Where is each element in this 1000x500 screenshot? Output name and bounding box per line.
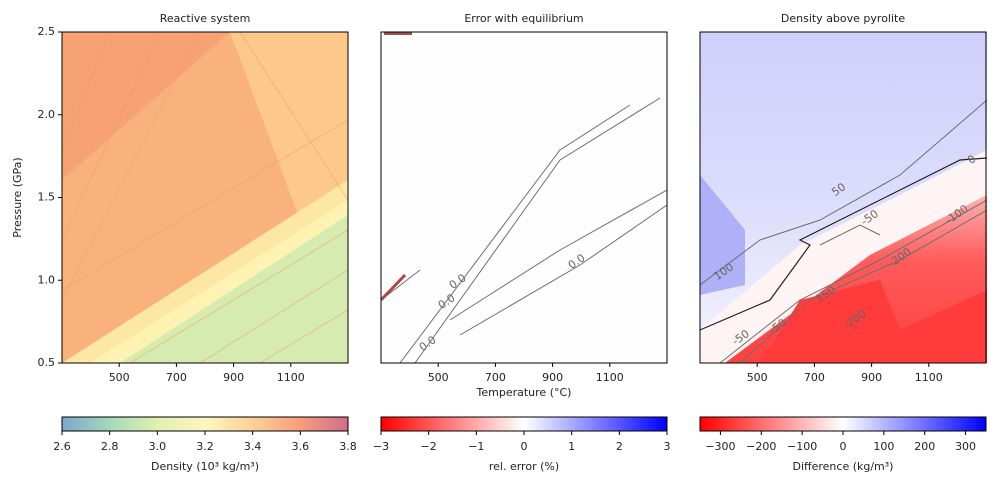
plot-frame <box>380 31 668 364</box>
colorbar-tick-label: 0 <box>840 440 847 453</box>
x-tick-label: 1100 <box>596 371 624 384</box>
panel-title: Density above pyrolite <box>781 12 905 25</box>
colorbar-tick-label: 100 <box>873 440 894 453</box>
colorbar-label: Density (10³ kg/m³) <box>151 460 259 473</box>
colorbar-tick-label: 0 <box>521 440 528 453</box>
colorbar <box>380 416 668 432</box>
colorbar-tick-label: 3 <box>664 440 671 453</box>
colorbar-label: rel. error (%) <box>489 460 559 473</box>
y-tick-label: 1.0 <box>38 273 56 286</box>
colorbar-tick-label: 1 <box>568 440 575 453</box>
x-tick-label: 500 <box>747 371 768 384</box>
panel-title: Error with equilibrium <box>464 12 583 25</box>
colorbar <box>699 416 987 432</box>
panel-title: Reactive system <box>160 12 251 25</box>
colorbar-tick-label: 300 <box>955 440 976 453</box>
colorbar-tick-label: 3.8 <box>339 440 357 453</box>
x-tick-label: 1100 <box>277 371 305 384</box>
x-tick-label: 700 <box>166 371 187 384</box>
colorbar-tick-label: 3.6 <box>292 440 310 453</box>
colorbar-tick-label: −1 <box>468 440 484 453</box>
x-tick-label: 900 <box>223 371 244 384</box>
y-tick-label: 2.5 <box>38 25 56 38</box>
colorbar-tick-label: 3.2 <box>196 440 214 453</box>
difference-field <box>700 32 987 363</box>
colorbar-label: Difference (kg/m³) <box>793 460 894 473</box>
x-tick-label: 700 <box>804 371 825 384</box>
x-axis-label: Temperature (°C) <box>476 386 572 399</box>
colorbar-tick-label: 2 <box>616 440 623 453</box>
y-tick-label: 2.0 <box>38 108 56 121</box>
x-tick-label: 900 <box>861 371 882 384</box>
colorbar-tick-label: −3 <box>373 440 389 453</box>
x-tick-label: 500 <box>109 371 130 384</box>
colorbar-tick-label: −300 <box>705 440 735 453</box>
colorbar-tick-label: −2 <box>421 440 437 453</box>
density-field <box>62 32 348 363</box>
colorbar-tick-label: −200 <box>746 440 776 453</box>
colorbar-tick-label: 200 <box>914 440 935 453</box>
colorbar-tick-label: 2.6 <box>53 440 71 453</box>
x-tick-label: 700 <box>485 371 506 384</box>
colorbar-tick-label: 3.0 <box>149 440 167 453</box>
x-tick-label: 1100 <box>915 371 943 384</box>
x-tick-label: 900 <box>542 371 563 384</box>
y-axis-label: Pressure (GPa) <box>11 157 24 237</box>
error-field <box>381 32 667 363</box>
colorbar <box>61 416 349 432</box>
plot-frame <box>699 31 987 364</box>
y-tick-label: 1.5 <box>38 191 56 204</box>
y-tick-label: 0.5 <box>38 356 56 369</box>
x-tick-label: 500 <box>428 371 449 384</box>
colorbar-tick-label: −100 <box>787 440 817 453</box>
colorbar-tick-label: 3.4 <box>244 440 262 453</box>
colorbar-tick-label: 2.8 <box>101 440 119 453</box>
